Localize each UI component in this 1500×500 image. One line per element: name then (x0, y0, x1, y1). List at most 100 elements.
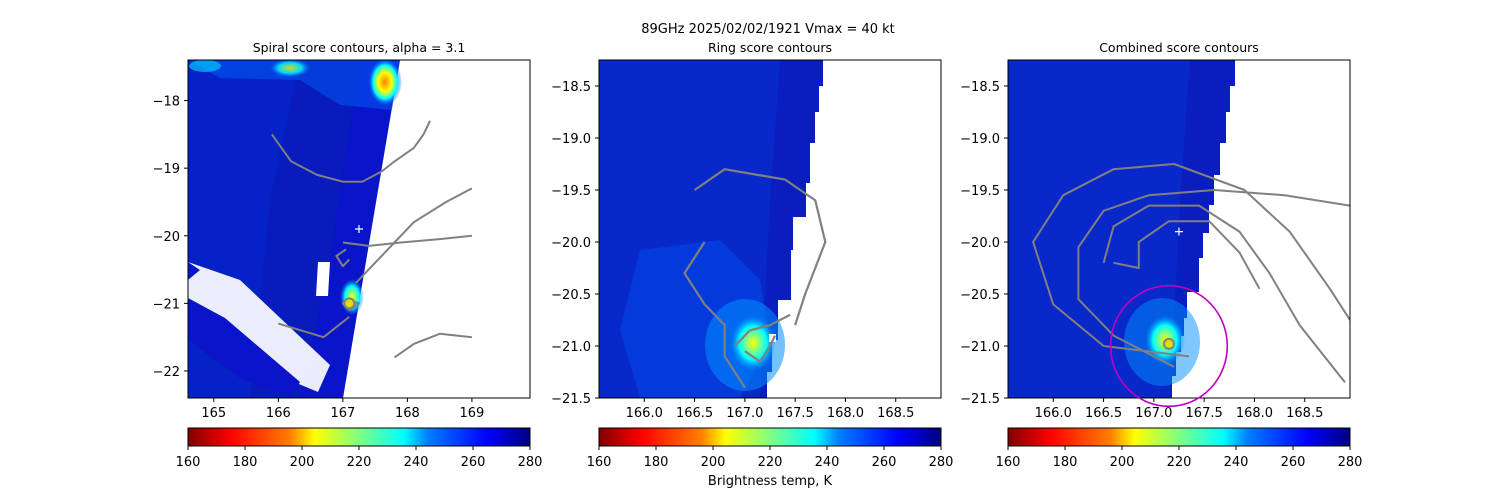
x-tick-label: 168.5 (1286, 406, 1323, 421)
contour-line (342, 234, 473, 247)
colorbar-tick-label: 260 (461, 455, 486, 470)
combined-x-ticks: 166.0 166.5 167.0 167.5 168.0 168.5 (1035, 398, 1323, 421)
colorbar-label: Brightness temp, K (708, 474, 833, 489)
y-tick-label: −18.5 (960, 80, 1000, 95)
contour-line (1032, 163, 1350, 358)
first-guess-center-marker (355, 225, 363, 233)
combined-markers (1109, 227, 1229, 408)
x-tick-label: 167.0 (1135, 406, 1172, 421)
colorbar-tick-label: 180 (233, 455, 258, 470)
figure-suptitle: 89GHz 2025/02/02/1921 Vmax = 40 kt (641, 22, 895, 37)
spiral-colorbar (187, 427, 531, 447)
spiral-colorbar-ticks: 160 180 200 220 240 260 280 (176, 446, 543, 470)
x-tick-label: 168.0 (827, 406, 864, 421)
colorbar-tick-label: 220 (347, 455, 372, 470)
colorbar-tick-label: 220 (1167, 455, 1192, 470)
combined-colorbar (1007, 427, 1351, 447)
colorbar-tick-label: 160 (996, 455, 1021, 470)
first-guess-center-marker (1175, 227, 1183, 236)
ring-contour-lines (683, 168, 827, 389)
combined-title: Combined score contours (1099, 40, 1259, 55)
x-tick-label: 166.5 (1085, 406, 1122, 421)
x-tick-label: 166.0 (1035, 406, 1072, 421)
x-tick-label: 167.0 (726, 406, 763, 421)
colorbar-tick-label: 180 (1053, 455, 1078, 470)
x-tick-label: 169 (460, 406, 485, 421)
contour-line (734, 313, 791, 347)
y-tick-label: −22 (153, 365, 180, 380)
y-tick-label: −20 (153, 230, 180, 245)
radius-circle (1109, 284, 1229, 408)
colorbar-tick-label: 240 (1224, 455, 1249, 470)
y-tick-label: −21.0 (551, 340, 591, 355)
spiral-plot-frame (187, 59, 531, 399)
contour-line (271, 133, 396, 183)
x-tick-label: 165 (201, 406, 226, 421)
colorbar-tick-label: 160 (587, 455, 612, 470)
y-tick-label: −19.5 (551, 184, 591, 199)
y-tick-label: −19 (153, 162, 180, 177)
ring-colorbar (598, 427, 942, 447)
y-tick-label: −21 (153, 297, 180, 312)
x-tick-label: 168.5 (877, 406, 914, 421)
contour-line (1113, 220, 1261, 290)
combined-contour-lines (1032, 163, 1350, 384)
y-tick-label: −20.0 (960, 236, 1000, 251)
panel-spiral: Spiral score contours, alpha = 3.1 165 16… (153, 40, 543, 470)
x-tick-label: 166.0 (626, 406, 663, 421)
y-tick-label: −21.5 (960, 392, 1000, 407)
x-tick-label: 168 (395, 406, 420, 421)
panel-combined: Combined score contours 166.0 166.5 167.0 1… (960, 40, 1362, 470)
ring-plot-frame (598, 59, 942, 399)
contour-line (335, 248, 351, 268)
ring-title: Ring score contours (708, 40, 832, 55)
colorbar-tick-label: 200 (290, 455, 315, 470)
contour-line (683, 241, 746, 389)
x-tick-label: 166.5 (676, 406, 713, 421)
x-tick-label: 167.5 (1186, 406, 1223, 421)
y-tick-label: −19.0 (960, 132, 1000, 147)
contour-line (355, 187, 473, 284)
colorbar-tick-label: 200 (1110, 455, 1135, 470)
ring-heatmap (599, 60, 823, 398)
y-tick-label: −21.5 (551, 392, 591, 407)
contour-line (744, 335, 776, 363)
y-tick-label: −18 (153, 95, 180, 110)
fitted-center-marker (343, 297, 356, 310)
y-tick-label: −20.5 (960, 288, 1000, 303)
colorbar-tick-label: 220 (758, 455, 783, 470)
colorbar-tick-label: 260 (872, 455, 897, 470)
ring-colorbar-ticks: 160 180 200 220 240 260 280 (587, 446, 954, 470)
y-tick-label: −19.5 (960, 184, 1000, 199)
ring-x-ticks: 166.0 166.5 167.0 167.5 168.0 168.5 (626, 398, 914, 421)
colorbar-tick-label: 240 (404, 455, 429, 470)
contour-line (1077, 189, 1350, 368)
colorbar-tick-label: 200 (701, 455, 726, 470)
colorbar-tick-label: 280 (929, 455, 954, 470)
colorbar-tick-label: 260 (1281, 455, 1306, 470)
contour-line (693, 168, 827, 326)
contour-line (393, 332, 473, 359)
x-tick-label: 167 (330, 406, 355, 421)
colorbar-tick-label: 240 (815, 455, 840, 470)
contour-line (278, 316, 350, 339)
spiral-y-ticks: −18 −19 −20 −21 −22 (153, 95, 188, 380)
colorbar-tick-label: 280 (518, 455, 543, 470)
colorbar-tick-label: 280 (1338, 455, 1363, 470)
colorbar-tick-label: 180 (644, 455, 669, 470)
y-tick-label: −20.0 (551, 236, 591, 251)
combined-y-ticks: −18.5 −19.0 −19.5 −20.0 −20.5 −21.0 −21.5 (960, 80, 1008, 407)
y-tick-label: −19.0 (551, 132, 591, 147)
contour-line (1102, 204, 1346, 384)
spiral-markers (343, 225, 363, 310)
spiral-contour-lines (271, 120, 473, 359)
combined-plot-frame (1007, 59, 1351, 399)
spiral-heatmap (188, 60, 402, 398)
x-tick-label: 166 (266, 406, 291, 421)
fitted-center-marker (1162, 337, 1175, 350)
combined-colorbar-ticks: 160 180 200 220 240 260 280 (996, 446, 1363, 470)
ring-y-ticks: −18.5 −19.0 −19.5 −20.0 −20.5 −21.0 −21.5 (551, 80, 599, 407)
panel-ring: Ring score contours 166.0 166.5 167.0 167.5… (551, 40, 953, 489)
colorbar-tick-label: 160 (176, 455, 201, 470)
